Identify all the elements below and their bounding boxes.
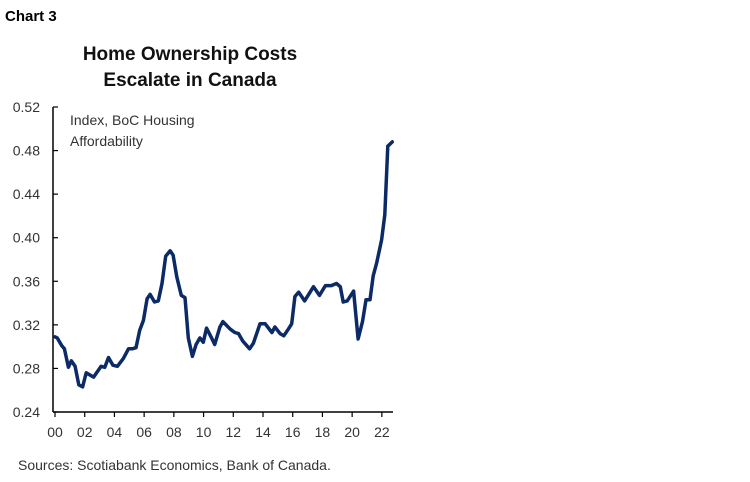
- y-tick-label: 0.48: [13, 143, 40, 159]
- series-line-housing-affordability: [53, 140, 395, 389]
- x-tick-label: 12: [225, 424, 241, 440]
- annotation-line-1: Index, BoC Housing: [70, 112, 195, 128]
- y-tick-label: 0.32: [13, 317, 40, 333]
- x-tick-label: 14: [255, 424, 271, 440]
- chart-annotation: Index, BoC Housing Affordability: [70, 110, 195, 152]
- chart-title: Home Ownership Costs Escalate in Canada: [60, 42, 320, 94]
- y-tick-label: 0.44: [13, 186, 40, 202]
- annotation-line-2: Affordability: [70, 133, 143, 149]
- y-tick-label: 0.28: [13, 360, 40, 376]
- x-tick-label: 02: [77, 424, 93, 440]
- source-note: Sources: Scotiabank Economics, Bank of C…: [18, 457, 331, 473]
- x-tick-label: 18: [315, 424, 331, 440]
- chart-label: Chart 3: [5, 8, 57, 25]
- x-tick-label: 08: [166, 424, 182, 440]
- chart-title-line-1: Home Ownership Costs: [82, 44, 298, 65]
- chart-title-line-2: Escalate in Canada: [103, 70, 277, 91]
- x-tick-label: 06: [136, 424, 152, 440]
- y-tick-label: 0.40: [13, 230, 40, 246]
- y-tick-label: 0.52: [13, 99, 40, 115]
- x-tick-label: 22: [374, 424, 390, 440]
- x-tick-label: 20: [344, 424, 360, 440]
- x-tick-label: 00: [47, 424, 63, 440]
- x-tick-label: 16: [285, 424, 301, 440]
- y-tick-label: 0.24: [13, 404, 40, 420]
- y-tick-label: 0.36: [13, 273, 40, 289]
- x-tick-label: 10: [196, 424, 212, 440]
- x-tick-label: 04: [107, 424, 123, 440]
